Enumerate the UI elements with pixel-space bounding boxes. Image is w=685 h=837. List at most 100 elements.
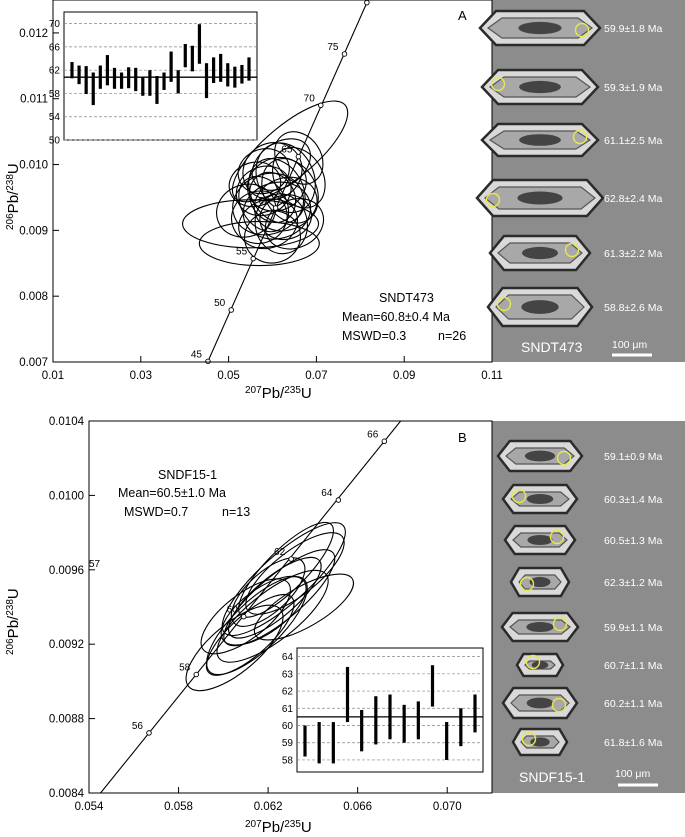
inset-tick-label-b: 63: [282, 669, 294, 680]
axes-a: 0.01 0.03 0.05 0.07 0.09 0.11 0.007 0.008 0.009 0…: [19, 28, 503, 382]
zircon-inclusion-b: [526, 697, 554, 709]
y-tick-label-b: 0.0104: [49, 416, 85, 428]
inset-age-bar-a: [155, 76, 159, 104]
concordia-marker-a: [341, 51, 348, 57]
concordia-marker-b: [288, 556, 294, 562]
zircon-age-label-b: 60.3±1.4 Ma: [604, 494, 662, 506]
y-tick-label-b: 0.0100: [49, 490, 84, 502]
error-ellipse-b: [238, 521, 334, 618]
error-ellipse-a: [231, 190, 288, 244]
x-tick-label-b: 0.070: [433, 801, 462, 813]
error-ellipse-a: [237, 148, 290, 195]
zircon-grains-a: 59.9±1.8 Ma 59.3±1.9 Ma 61.1±2.5 Ma 62.8±2.…: [475, 9, 662, 328]
zircon-age-label-b: 61.8±1.6 Ma: [604, 737, 662, 749]
zircon-age-label-a: 61.1±2.5 Ma: [604, 135, 662, 147]
x-axis-label-b: 207Pb/235U: [245, 819, 312, 837]
zircon-age-label-b: 59.9±1.1 Ma: [604, 622, 662, 634]
inset-age-bar-b: [360, 710, 364, 752]
concordia-marker-a: [318, 102, 324, 109]
scale-bar-label-b: 100 μm: [615, 768, 650, 780]
error-ellipse-b: [253, 573, 355, 641]
scale-bar-label-a: 100 μm: [612, 339, 647, 351]
analysis-spot-b: [551, 697, 567, 713]
inset-age-bar-a: [112, 67, 117, 89]
analysis-spot-a: [572, 129, 588, 145]
concordia-marker-b: [240, 613, 247, 620]
error-ellipse-b: [230, 557, 306, 627]
x-tick-label-b: 0.054: [75, 801, 104, 813]
y-tick-label-a: 0.008: [19, 291, 48, 303]
x-tick-label-a: 0.05: [217, 370, 239, 382]
inset-age-bar-a: [119, 72, 124, 89]
zircon-inclusion-b: [531, 661, 549, 669]
y-tick-label-a: 0.010: [19, 160, 48, 172]
inset-age-bar-a: [91, 72, 95, 106]
zircon-age-label-a: 58.8±2.6 Ma: [604, 302, 662, 314]
error-ellipse-a: [274, 131, 324, 185]
x-tick-label-b: 0.062: [254, 801, 283, 813]
zircon-inclusion-a: [518, 21, 562, 35]
x-tick-label-a: 0.11: [481, 370, 503, 382]
x-tick-label-a: 0.09: [393, 370, 415, 382]
zircon-age-label-b: 59.1±0.9 Ma: [604, 451, 662, 463]
inset-age-bar-b: [445, 722, 449, 760]
inset-age-bar-a: [233, 66, 237, 88]
concordia-marker-b: [381, 438, 388, 445]
error-ellipse-b: [200, 578, 291, 655]
y-tick-label-a: 0.011: [20, 94, 48, 106]
x-tick-label-b: 0.066: [343, 801, 372, 813]
error-ellipse-b: [205, 594, 295, 676]
concordia-curve-b: 56 58 60 62 64 66: [99, 421, 402, 793]
analysis-spot-a: [485, 192, 501, 208]
inset-age-bar-b: [402, 704, 406, 743]
analysis-spot-b: [511, 488, 527, 504]
inset-age-bar-a: [226, 63, 230, 87]
inset-age-bar-a: [105, 55, 109, 86]
zircon-inclusion-b: [527, 534, 553, 546]
error-ellipses-a: [182, 100, 349, 267]
concordia-age-label-a: 75: [327, 42, 339, 53]
inset-age-bar-b: [374, 696, 378, 745]
error-ellipse-a: [259, 194, 312, 241]
zircon-inclusion-b: [524, 450, 556, 462]
sample-name-b: SNDF15-1: [519, 769, 585, 785]
y-axis-label-a: 206Pb/238U: [5, 163, 23, 230]
concordia-age-label-a: 50: [214, 298, 226, 309]
concordia-age-label-a: 65: [281, 145, 293, 156]
concordia-age-label-b: 62: [274, 547, 286, 558]
concordia-curve-a: 45 50 55 60 65 70 75 80: [191, 0, 370, 365]
analysis-spot-a: [574, 22, 590, 38]
inset-age-bar-a: [247, 57, 251, 81]
age-inset-a: 50 54 58 62 66 70: [49, 11, 258, 147]
inset-age-bar-a: [197, 24, 202, 64]
zircon-inclusion-a: [521, 300, 559, 314]
error-ellipse-a: [253, 176, 318, 232]
analysis-spot-a: [564, 242, 580, 258]
error-ellipse-a: [261, 158, 319, 224]
analysis-spot-b: [556, 450, 572, 466]
concordia-age-label-b: 56: [132, 721, 144, 732]
inset-tick-label-b: 64: [282, 652, 294, 663]
inset-tick-label-b: 60: [282, 721, 294, 732]
analysis-spot-a: [496, 296, 512, 312]
zircon-age-label-b: 62.3±1.2 Ma: [604, 577, 662, 589]
inset-frame-a: [63, 11, 258, 141]
inset-age-bar-a: [77, 65, 81, 85]
inset-age-bar-a: [183, 44, 187, 68]
analysis-spot-b: [525, 654, 541, 670]
inset-age-bar-a: [204, 63, 209, 99]
concordia-marker-a: [250, 255, 256, 262]
inset-age-bar-b: [388, 694, 392, 740]
concordia-marker-a: [205, 358, 211, 365]
inset-age-bar-a: [134, 67, 138, 92]
inset-age-bar-b: [473, 694, 477, 733]
zircon-inclusion-a: [519, 80, 561, 94]
x-tick-label-a: 0.07: [305, 370, 327, 382]
inset-age-bar-a: [212, 57, 216, 83]
concordia-marker-b: [193, 671, 199, 678]
n-count-b: n=13: [222, 505, 250, 519]
inset-age-bar-a: [162, 72, 166, 90]
inset-tick-label-b: 61: [282, 704, 294, 715]
y-tick-label-a: 0.007: [19, 357, 48, 369]
x-axis-label-a: 207Pb/235U: [245, 385, 312, 403]
